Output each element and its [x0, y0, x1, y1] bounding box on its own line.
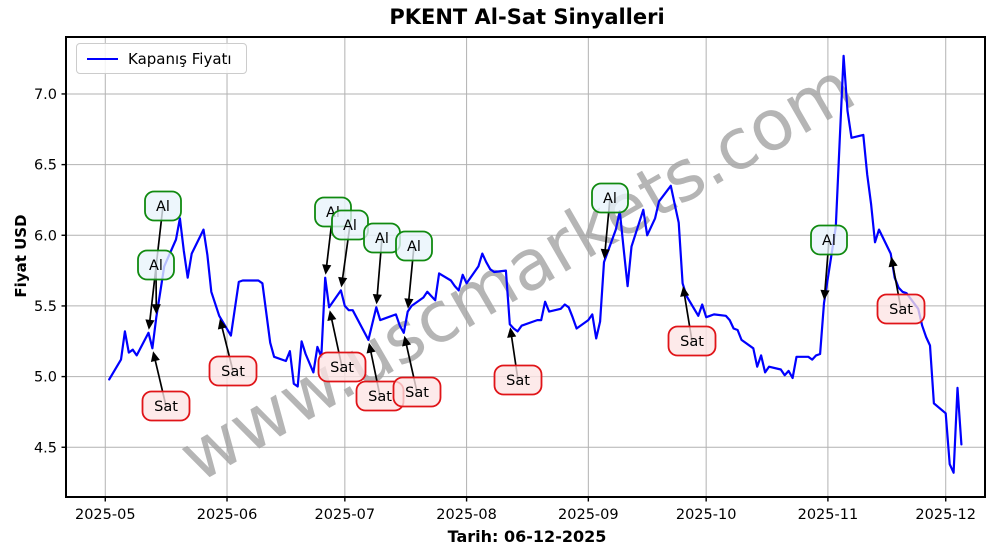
sell-signal-box	[141, 390, 191, 422]
signal-arrowhead	[338, 276, 348, 288]
x-tick-label: 2025-10	[676, 507, 737, 523]
sell-signal: Sat	[208, 318, 258, 387]
signal-arrowhead	[150, 351, 160, 363]
signal-label: Sat	[889, 302, 913, 318]
buy-signal: Al	[395, 230, 433, 309]
x-tick-label: 2025-05	[75, 507, 136, 523]
sell-signal-box	[317, 351, 367, 383]
buy-signal: Al	[591, 182, 629, 260]
watermark: www.uscmarkets.com	[166, 46, 868, 499]
signal-label: Al	[149, 258, 163, 274]
x-tick-label: 2025-09	[558, 507, 619, 523]
signal-label: Al	[156, 199, 170, 215]
signal-arrowhead	[327, 310, 337, 322]
signal-label: Sat	[330, 360, 354, 376]
sell-signal: Sat	[317, 310, 367, 383]
signal-label: Sat	[680, 334, 704, 350]
sell-signal: Sat	[493, 327, 543, 396]
y-tick-label: 6.0	[34, 228, 57, 244]
y-tick-label: 6.5	[34, 158, 57, 174]
sell-signal: Sat	[355, 342, 405, 412]
sell-signal-box	[208, 355, 258, 387]
buy-signal-box	[144, 190, 182, 222]
signal-arrowhead	[151, 304, 161, 315]
buy-signal-box	[395, 230, 433, 262]
signal-label: Al	[822, 233, 836, 249]
signal-arrowhead	[217, 318, 227, 330]
buy-signal: Al	[331, 209, 369, 288]
signal-arrowhead	[402, 335, 412, 347]
chart-title: PKENT Al-Sat Sinyalleri	[389, 5, 665, 29]
sell-signal: Sat	[876, 256, 926, 325]
buy-signal: Al	[137, 249, 175, 315]
signal-label: Sat	[154, 399, 178, 415]
sell-signal: Sat	[392, 335, 442, 408]
x-tick-label: 2025-11	[798, 507, 859, 523]
legend-line-sample	[87, 57, 118, 60]
buy-signal-box	[137, 249, 175, 281]
price-line	[108, 54, 963, 474]
signal-arrowhead	[372, 294, 382, 305]
signal-arrowhead	[680, 286, 690, 297]
y-axis-label: Fiyat USD	[12, 214, 30, 298]
x-tick-label: 2025-07	[315, 507, 376, 523]
plot-border	[65, 36, 986, 498]
y-tick-label: 4.5	[34, 440, 57, 456]
signal-label: Al	[407, 239, 421, 255]
signal-label: Sat	[368, 389, 392, 405]
buy-signal-box	[810, 224, 848, 256]
signal-arrowhead	[322, 264, 332, 275]
buy-signal: Al	[363, 222, 401, 305]
signal-arrowhead	[404, 298, 414, 309]
x-axis-label: Tarih: 06-12-2025	[447, 527, 607, 546]
legend: Kapanış Fiyatı	[76, 43, 247, 74]
sell-signal-box	[876, 293, 926, 325]
signal-arrowhead	[145, 319, 155, 330]
sell-signal: Sat	[667, 286, 717, 357]
x-tick-label: 2025-08	[436, 507, 497, 523]
signal-arrowhead	[820, 289, 830, 301]
sell-signal-box	[392, 376, 442, 408]
y-tick-label: 5.0	[34, 370, 57, 386]
buy-signal: Al	[810, 224, 848, 301]
y-tick-label: 5.5	[34, 299, 57, 315]
x-tick-label: 2025-12	[915, 507, 976, 523]
sell-signal: Sat	[141, 351, 191, 422]
signal-label: Al	[375, 231, 389, 247]
signal-label: Sat	[506, 373, 530, 389]
sell-signal-box	[667, 325, 717, 357]
signal-arrowhead	[507, 327, 517, 338]
y-tick-label: 7.0	[34, 87, 57, 103]
signal-arrowhead	[888, 256, 898, 268]
signal-label: Al	[343, 218, 357, 234]
signal-label: Al	[603, 191, 617, 207]
sell-signal-box	[493, 364, 543, 396]
legend-label: Kapanış Fiyatı	[128, 49, 232, 68]
signal-label: Sat	[405, 385, 429, 401]
signal-arrowhead	[600, 248, 610, 260]
buy-signal-box	[591, 182, 629, 214]
signal-label: Sat	[221, 364, 245, 380]
signal-arrowhead	[366, 342, 376, 354]
x-tick-label: 2025-06	[197, 507, 258, 523]
